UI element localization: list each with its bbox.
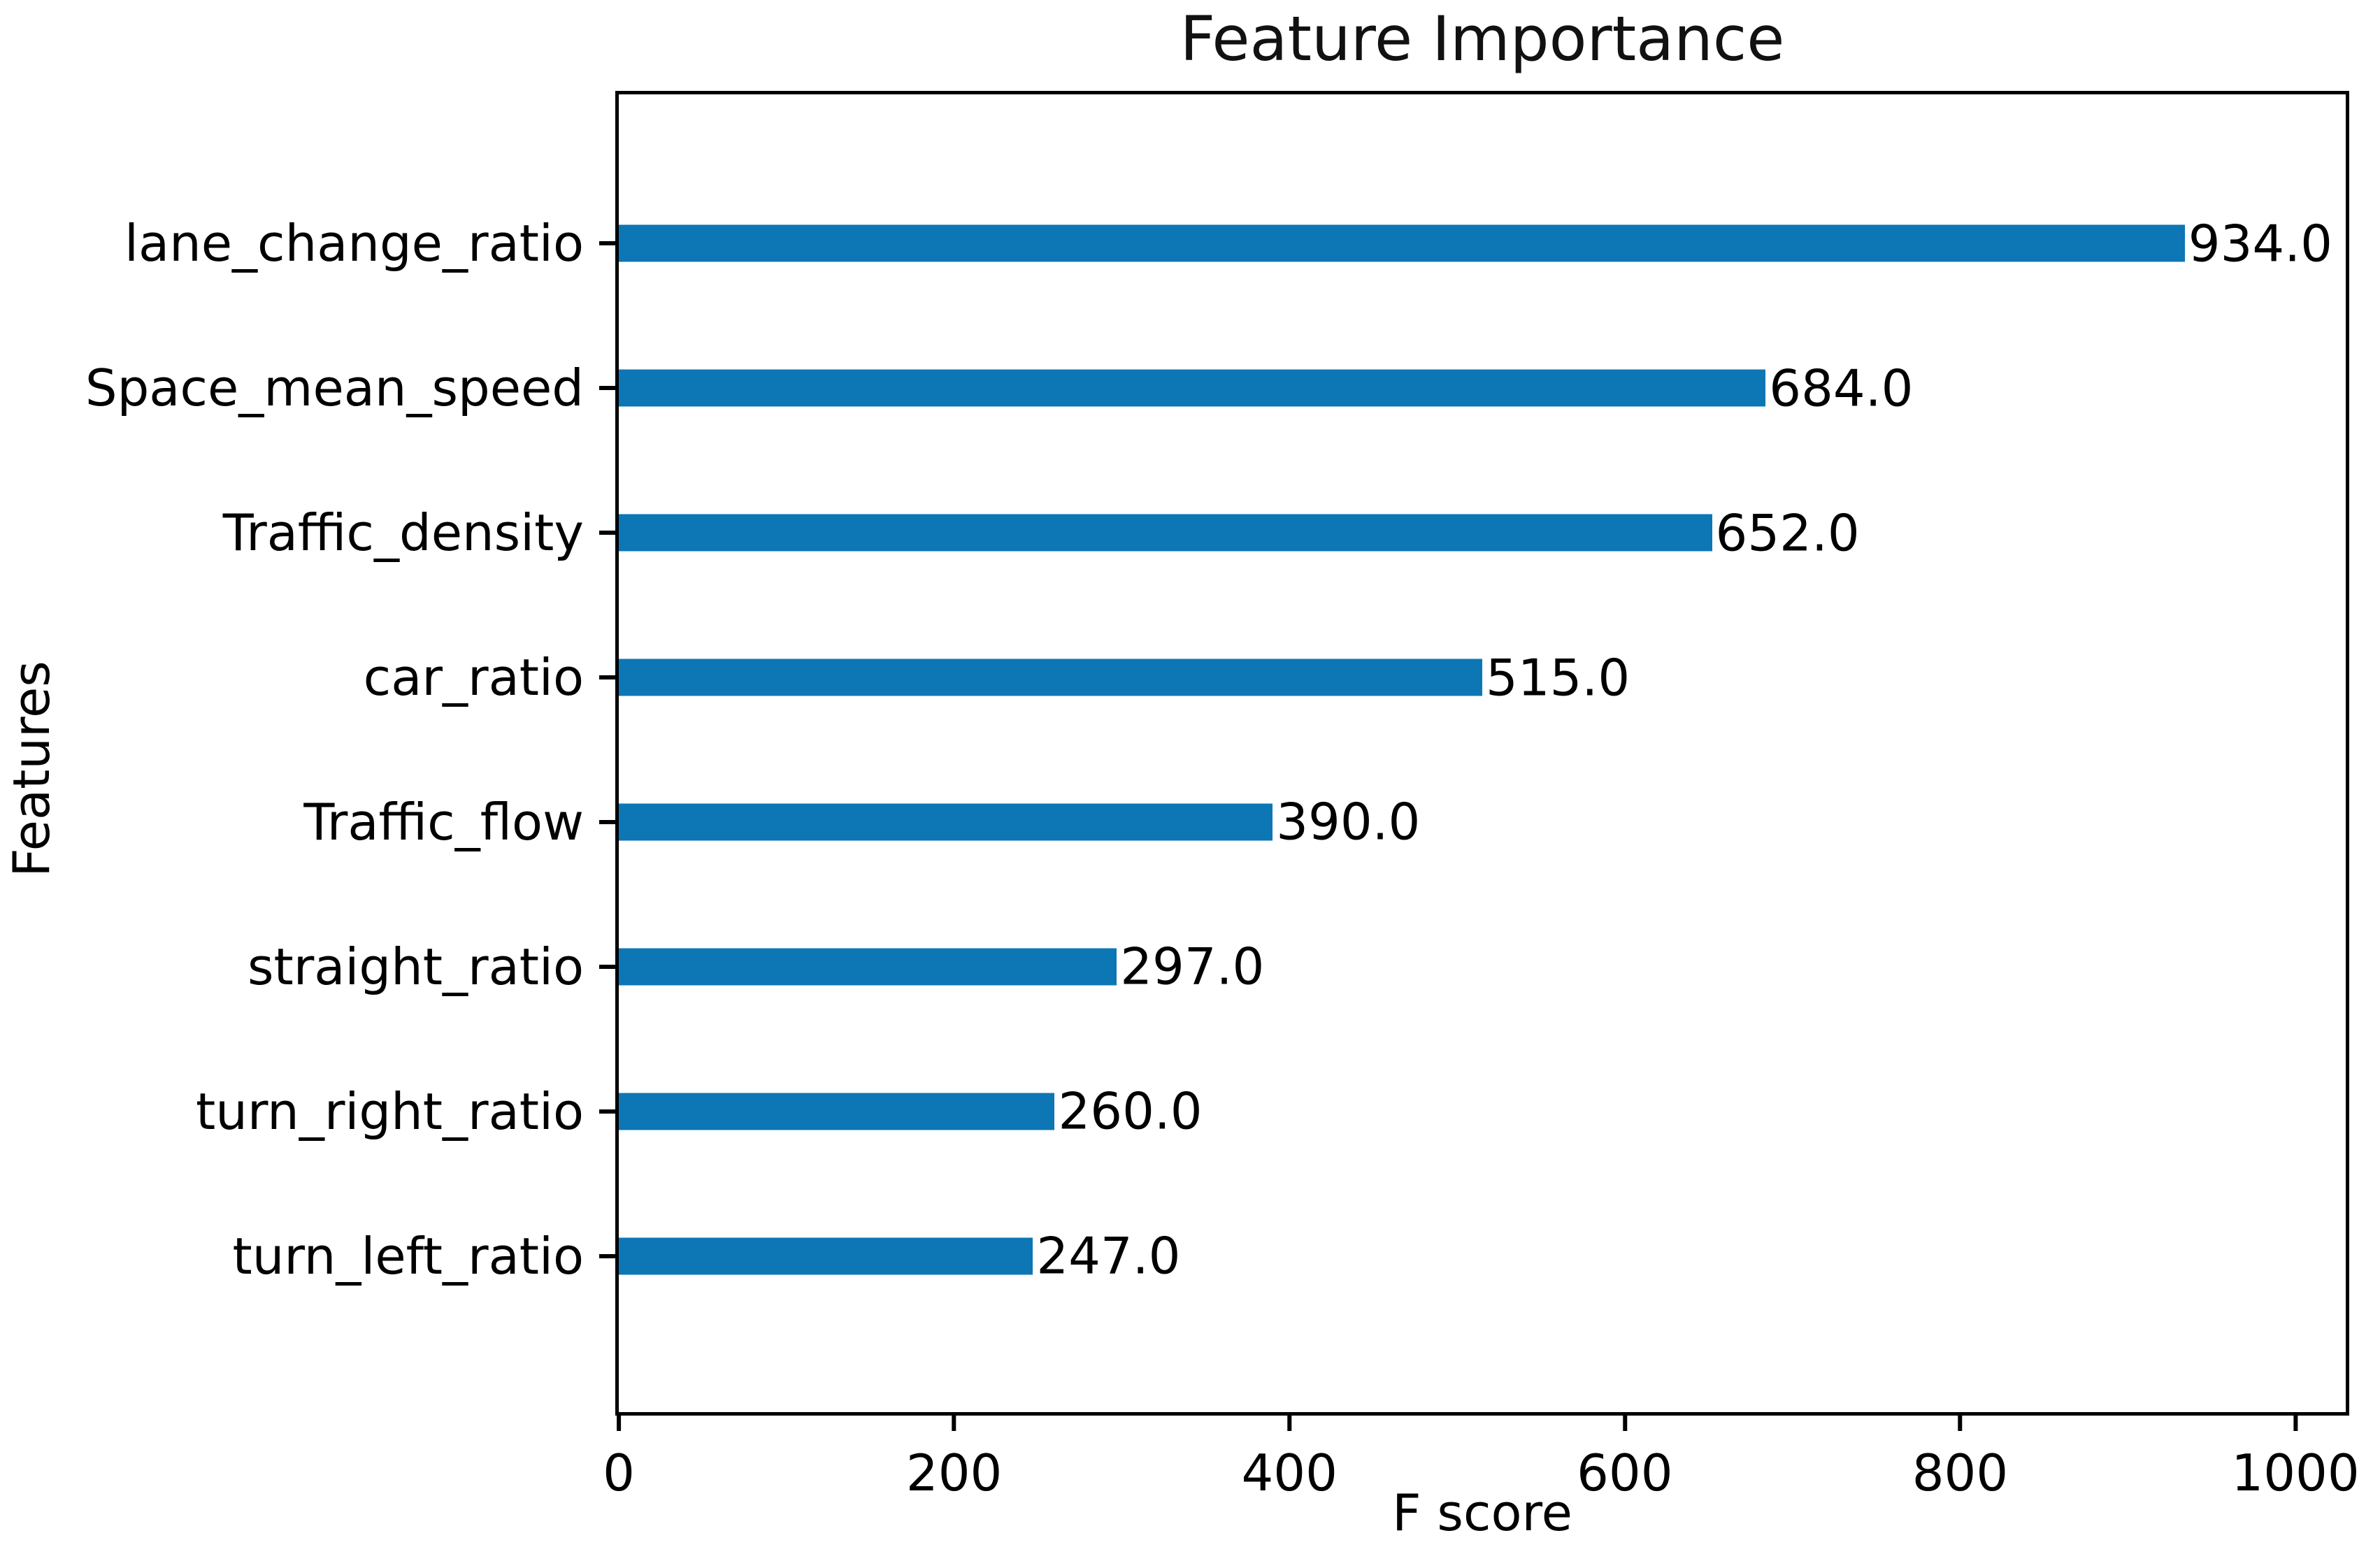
y-axis-label: Features [2,661,61,877]
category-label: straight_ratio [247,937,584,996]
chart-title: Feature Importance [1180,3,1785,75]
x-tick: 400 [1242,1416,1338,1502]
bar: 247.0 [619,1227,1180,1286]
bar: 390.0 [619,793,1420,851]
bar-row: Space_mean_speed 684.0 [85,316,2346,461]
category-label: lane_change_ratio [124,214,584,273]
y-tick-mark [599,531,615,535]
x-tick: 200 [906,1416,1002,1502]
x-tick: 800 [1912,1416,2008,1502]
value-label: 515.0 [1486,648,1630,707]
value-label: 247.0 [1036,1226,1181,1286]
y-tick-mark [599,819,615,824]
y-tick-mark [599,964,615,969]
category-label: turn_right_ratio [195,1081,584,1141]
bar: 260.0 [619,1082,1203,1141]
category-label: car_ratio [363,648,584,707]
x-tick: 0 [603,1416,635,1502]
value-label: 260.0 [1058,1081,1203,1141]
bar: 684.0 [619,359,1913,417]
x-tick-label: 200 [905,1444,1003,1502]
bar: 934.0 [619,214,2332,273]
bar-row: turn_right_ratio 260.0 [196,1039,2346,1184]
x-tick-mark [1622,1416,1627,1431]
x-tick: 1000 [2231,1416,2360,1502]
bar-row: Traffic_flow 390.0 [303,750,2346,895]
value-label: 652.0 [1715,503,1860,563]
y-tick-mark [599,1253,615,1258]
x-tick-label: 1000 [2231,1444,2360,1502]
x-tick-mark [1287,1416,1292,1431]
x-tick-label: 0 [603,1444,635,1502]
x-tick-label: 800 [1912,1444,2009,1502]
plot-area: lane_change_ratio 934.0 Space_mean_speed… [85,91,2360,1502]
bar-row: Traffic_density 652.0 [223,461,2346,605]
x-tick-mark [952,1416,956,1431]
y-tick-mark [599,1109,615,1114]
y-tick-mark [599,675,615,680]
x-tick: 600 [1577,1416,1673,1502]
bar-row: straight_ratio 297.0 [248,894,2346,1039]
bar-row: turn_left_ratio 247.0 [233,1184,2346,1328]
y-tick-mark [599,386,615,391]
bar: 297.0 [619,937,1264,996]
value-label: 684.0 [1769,359,1914,418]
x-axis-label: F score [1392,1483,1572,1542]
x-tick-mark [2293,1416,2298,1431]
bar: 515.0 [619,648,1630,707]
x-tick-mark [1958,1416,1963,1431]
bar: 652.0 [619,503,1860,562]
bar-row: lane_change_ratio 934.0 [124,171,2346,316]
value-label: 297.0 [1120,937,1265,996]
x-tick-mark [617,1416,621,1431]
bar-row: car_ratio 515.0 [364,605,2346,750]
category-label: turn_left_ratio [232,1226,584,1286]
bar-rows: lane_change_ratio 934.0 Space_mean_speed… [85,94,2346,1412]
category-label: Space_mean_speed [85,359,584,418]
x-tick-label: 400 [1241,1444,1338,1502]
category-label: Traffic_density [222,503,584,563]
y-tick-mark [599,241,615,246]
value-label: 390.0 [1276,792,1421,851]
x-tick-label: 600 [1577,1444,1673,1502]
value-label: 934.0 [2188,214,2332,273]
category-label: Traffic_flow [303,792,584,851]
